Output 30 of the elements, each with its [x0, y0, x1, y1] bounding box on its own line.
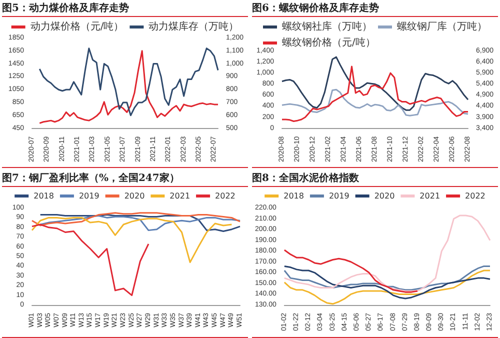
- legend-label: 动力煤库存（万吨）: [148, 20, 239, 32]
- line-series: [284, 270, 491, 305]
- chart-title: 图6：螺纹钢价格及库存走势: [252, 2, 498, 17]
- line-series: [281, 56, 469, 111]
- legend-label: 螺纹钢社库（万吨）: [282, 20, 372, 32]
- legend-label: 螺纹钢厂库（万吨）: [397, 20, 487, 32]
- chart-title: 图7：钢厂盈利比率（%，全国247家）: [2, 172, 248, 187]
- line-series: [284, 265, 491, 291]
- line-series: [31, 212, 241, 226]
- legend-label: 2021: [420, 192, 440, 200]
- legend-label: 2019: [78, 192, 100, 200]
- line-series: [31, 224, 150, 296]
- chart-title: 图5：动力煤价格及库存走势: [2, 2, 248, 17]
- line-series: [284, 214, 491, 292]
- legend-label: 2020: [124, 192, 145, 200]
- legend-label: 2020: [374, 192, 395, 200]
- line-series: [31, 216, 232, 264]
- legend-label: 2022: [215, 192, 236, 200]
- chart-title: 图8：全国水泥价格指数: [252, 172, 498, 187]
- legend-label: 2018: [284, 192, 304, 200]
- legend-label: 动力煤价格（元/吨）: [30, 20, 124, 32]
- line-series: [281, 66, 469, 122]
- legend-label: 2021: [170, 192, 190, 200]
- legend-label: 螺纹钢价格（元/吨）: [282, 36, 376, 48]
- line-series: [281, 88, 469, 116]
- line-series: [284, 249, 418, 293]
- legend-label: 2018: [34, 192, 54, 200]
- legend-label: 2022: [465, 192, 486, 200]
- line-series: [284, 265, 491, 300]
- legend-label: 2019: [328, 192, 350, 200]
